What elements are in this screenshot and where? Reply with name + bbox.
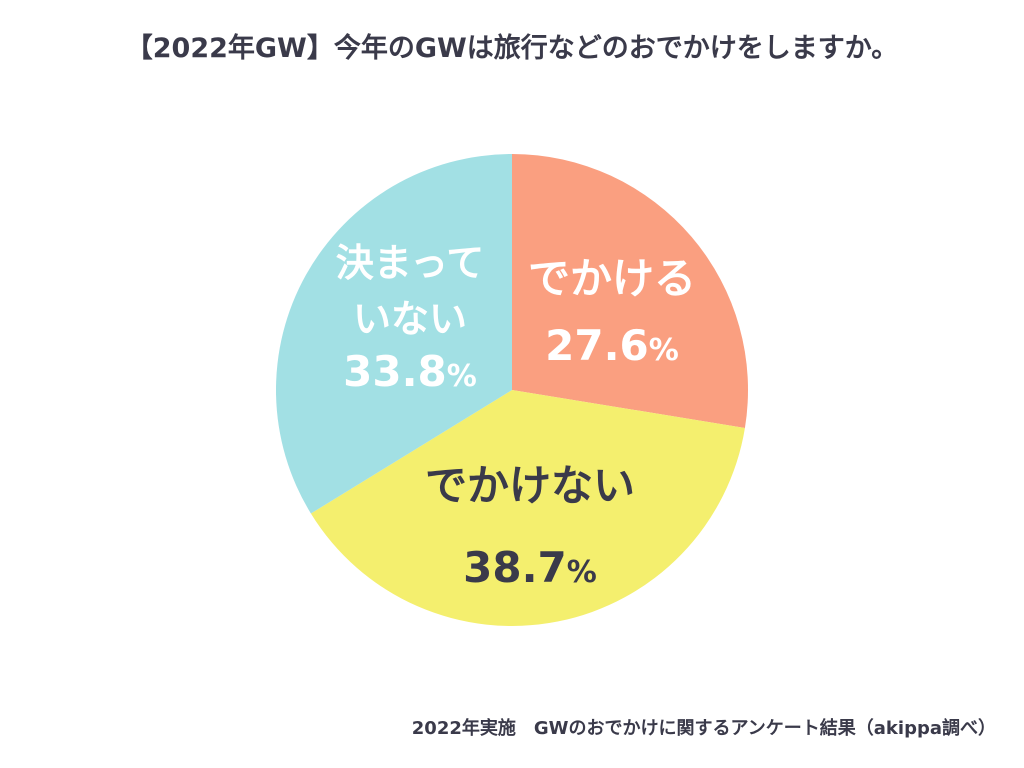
slice-value-label: 27.6% — [545, 321, 679, 370]
chart-title: 【2022年GW】今年のGWは旅行などのおでかけをしますか。 — [125, 33, 899, 64]
source-note: 2022年実施 GWのおでかけに関するアンケート結果（akippa調べ） — [411, 718, 996, 739]
pie-slice-3 — [276, 154, 512, 514]
pie-slice-2 — [310, 390, 745, 627]
slice-label: いない — [353, 297, 467, 341]
slice-label: でかけない — [425, 461, 635, 510]
pie-slice-1 — [512, 154, 748, 428]
slice-label: 決まって — [336, 241, 485, 285]
slice-value-label: 33.8% — [343, 347, 477, 396]
slice-label: でかける — [528, 254, 696, 303]
slice-value-label: 38.7% — [463, 543, 597, 592]
